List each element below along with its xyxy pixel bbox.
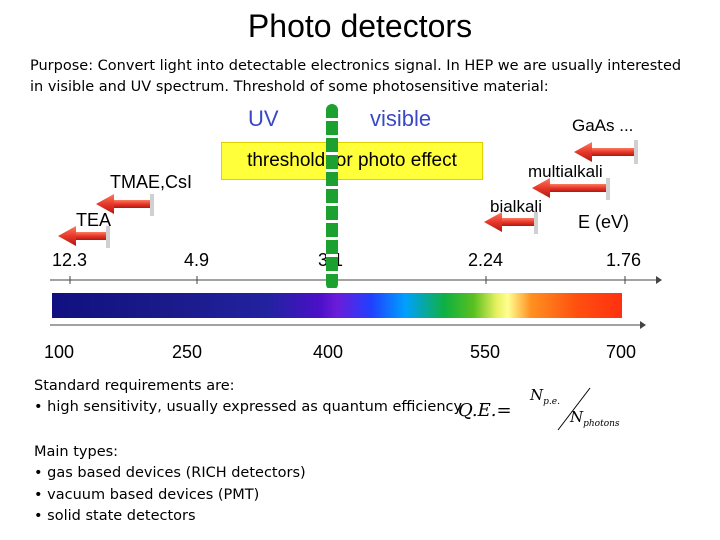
material-tmae: TMAE,CsI xyxy=(110,172,193,192)
types-heading: Main types: xyxy=(34,444,119,460)
energy-tick: 12.3 xyxy=(52,250,88,270)
energy-tick: 2.24 xyxy=(468,250,504,270)
wavelength-tick: 250 xyxy=(172,342,203,362)
page-title: Photo detectors xyxy=(247,8,473,44)
material-tea: TEA xyxy=(76,210,112,230)
material-multialkali: multialkali xyxy=(528,162,603,181)
uv-visible-divider xyxy=(326,104,338,290)
formula-fraction-slash xyxy=(557,387,591,431)
material-bialkali: bialkali xyxy=(490,197,542,216)
wavelength-tick: 400 xyxy=(313,342,344,362)
wavelength-tick: 700 xyxy=(606,342,637,362)
formula-denominator: Nphotons xyxy=(570,408,620,429)
energy-tick: 4.9 xyxy=(184,250,210,270)
gaas-arrow xyxy=(574,140,638,164)
formula-lhs: Q.E.= xyxy=(458,400,512,421)
types-item-solid: • solid state detectors xyxy=(34,508,196,524)
threshold-label: threshold for photo effect xyxy=(221,142,483,180)
material-gaas: GaAs ... xyxy=(572,116,634,135)
qe-formula: Q.E.= Np.e. Nphotons xyxy=(458,384,638,434)
types-item-vacuum: • vacuum based devices (PMT) xyxy=(34,487,260,503)
wavelength-tick: 100 xyxy=(44,342,75,362)
energy-tick: 1.76 xyxy=(606,250,642,270)
types-item-gas: • gas based devices (RICH detectors) xyxy=(34,465,306,481)
formula-numerator: Np.e. xyxy=(530,386,560,407)
purpose-text: Purpose: Convert light into detectable e… xyxy=(30,58,682,95)
spectrum-bar xyxy=(52,293,622,318)
requirements-heading: Standard requirements are: xyxy=(34,378,235,394)
uv-label: UV xyxy=(248,106,279,131)
requirements-item: • high sensitivity, usually expressed as… xyxy=(34,399,463,415)
visible-label: visible xyxy=(370,106,432,131)
energy-axis-label: E (eV) xyxy=(578,212,630,232)
wavelength-tick: 550 xyxy=(470,342,501,362)
